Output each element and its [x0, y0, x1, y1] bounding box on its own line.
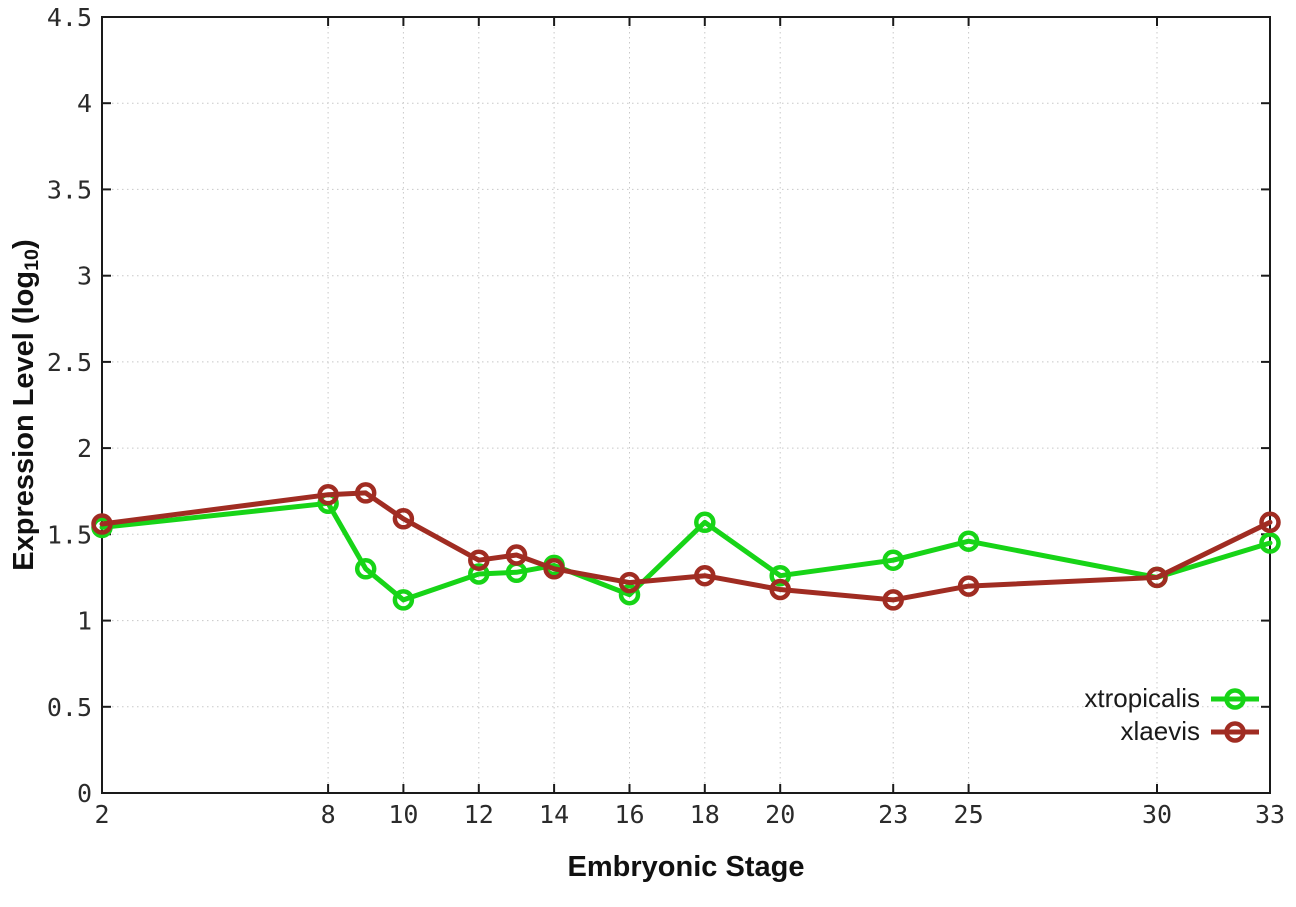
x-tick-label: 14 [539, 800, 569, 829]
marker-xlaevis [769, 578, 791, 601]
y-tick-label: 3 [77, 262, 92, 291]
x-tick-label: 18 [690, 800, 720, 829]
y-axis-title-main: Expression Level (log [8, 270, 40, 571]
series-line-xtropicalis [99, 500, 1273, 603]
marker-xlaevis [505, 544, 528, 566]
marker-xlaevis [1146, 566, 1168, 589]
y-tick-label: 4.5 [47, 3, 92, 32]
marker-xlaevis [1259, 511, 1281, 534]
x-tick-label: 20 [765, 800, 795, 829]
legend-marker-xlaevis-icon [1211, 720, 1259, 743]
y-axis-title: Expression Level (log10) [8, 180, 48, 630]
marker-xlaevis [882, 589, 904, 611]
marker-xlaevis [618, 571, 641, 594]
marker-xlaevis [317, 483, 339, 506]
marker-xlaevis [543, 558, 565, 580]
marker-xtropicalis [468, 563, 490, 585]
marker-xlaevis [694, 564, 716, 587]
x-tick-label: 33 [1255, 800, 1285, 829]
y-tick-label: 3.5 [47, 175, 92, 204]
marker-xtropicalis [618, 583, 641, 606]
marker-xtropicalis [957, 530, 980, 552]
y-tick-label: 2.5 [47, 348, 92, 377]
legend-row: xtropicalis [1084, 682, 1262, 715]
marker-xlaevis [91, 513, 113, 535]
legend-row: xlaevis [1121, 715, 1262, 748]
x-tick-label: 2 [94, 800, 109, 829]
y-tick-label: 1.5 [47, 520, 92, 549]
x-tick-label: 25 [954, 800, 984, 829]
legend-label-xlaevis: xlaevis [1120, 716, 1200, 746]
marker-xtropicalis [1259, 532, 1281, 554]
x-tick-label: 8 [321, 800, 336, 829]
x-tick-label: 23 [878, 800, 908, 829]
marker-xlaevis [392, 508, 415, 530]
marker-xtropicalis [694, 511, 716, 534]
y-tick-label: 4 [77, 89, 92, 118]
x-tick-label: 16 [614, 800, 644, 829]
x-tick-label: 12 [464, 800, 494, 829]
legend-marker-xtropicalis-icon [1211, 687, 1259, 710]
y-tick-label: 0 [77, 779, 92, 808]
marker-xlaevis [354, 482, 377, 504]
x-tick-label: 30 [1142, 800, 1172, 829]
legend: xtropicalis xlaevis [1084, 682, 1262, 748]
marker-xlaevis [468, 549, 490, 571]
x-axis-title: Embryonic Stage [567, 851, 805, 883]
marker-xtropicalis [354, 558, 377, 580]
plot-border [101, 16, 1271, 794]
x-tick-label: 10 [388, 800, 418, 829]
y-tick-label: 0.5 [47, 693, 92, 722]
marker-xtropicalis [392, 589, 415, 611]
y-tick-label: 1 [77, 607, 92, 636]
y-axis-title-subscript: 10 [20, 249, 43, 271]
legend-label-xtropicalis: xtropicalis [1084, 683, 1200, 713]
y-axis-title-close: ) [8, 239, 40, 249]
marker-xtropicalis [882, 549, 904, 571]
y-tick-label: 2 [77, 434, 92, 463]
marker-xlaevis [957, 575, 980, 597]
marker-xtropicalis [769, 564, 791, 587]
